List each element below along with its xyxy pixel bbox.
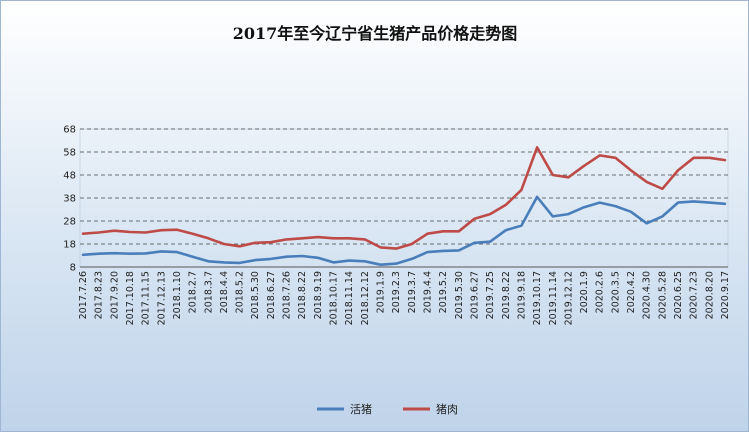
x-tick-label: 2017.9.20: [109, 271, 120, 319]
y-tick-label: 28: [63, 217, 76, 228]
x-tick-label: 2019.3.7: [407, 271, 418, 313]
x-tick-label: 2018.11.14: [344, 271, 355, 325]
x-tick-label: 2017.7.26: [78, 271, 89, 319]
x-tick-label: 2018.2.7: [188, 271, 199, 313]
x-axis-ticks: 2017.7.26 2017.8.23 2017.9.20 2017.10.18 201…: [78, 271, 731, 325]
x-tick-label: 2020.2.6: [595, 271, 606, 313]
series-lines: [81, 146, 727, 267]
x-tick-label: 2020.1.9: [579, 271, 590, 313]
x-tick-label: 2020.8.20: [704, 271, 715, 319]
x-tick-label: 2017.12.13: [156, 271, 167, 325]
x-tick-label: 2018.10.17: [329, 271, 340, 325]
x-tick-label: 2017.8.23: [94, 271, 105, 319]
x-tick-label: 2020.4.2: [626, 271, 637, 313]
x-tick-label: 2019.6.27: [469, 271, 480, 319]
y-tick-label: 58: [63, 148, 76, 159]
x-tick-label: 2018.1.10: [172, 271, 183, 319]
gridlines: [80, 128, 728, 245]
x-tick-label: 2018.5.30: [250, 271, 261, 319]
x-tick-label: 2020.4.30: [642, 271, 653, 319]
y-tick-label: 48: [63, 171, 76, 182]
x-tick-label: 2019.1.9: [376, 271, 387, 313]
legend: 活猪 猪肉: [317, 403, 458, 416]
x-tick-label: 2020.9.17: [720, 271, 731, 319]
x-tick-label: 2017.10.18: [125, 271, 136, 325]
x-tick-label: 2018.7.26: [282, 271, 293, 319]
x-tick-label: 2019.8.22: [501, 271, 512, 319]
chart-title: 2017年至今辽宁省生猪产品价格走势图: [233, 24, 518, 43]
y-tick-label: 38: [63, 194, 76, 205]
x-tick-label: 2019.12.12: [563, 271, 574, 325]
x-tick-label: 2020.5.28: [657, 271, 668, 319]
x-tick-label: 2018.5.2: [235, 271, 246, 313]
x-tick-label: 2020.3.5: [610, 271, 621, 313]
legend-item-live-pig: 活猪: [317, 403, 372, 416]
x-tick-label: 2018.8.22: [297, 271, 308, 319]
x-tick-label: 2019.10.17: [532, 271, 543, 325]
x-tick-label: 2020.7.23: [689, 271, 700, 319]
series-line-pork: [81, 146, 727, 250]
x-tick-label: 2019.4.4: [422, 271, 433, 313]
y-axis-ticks: 8 18 28 38 48 58 68: [63, 125, 76, 274]
x-tick-label: 2018.3.7: [203, 271, 214, 313]
x-tick-label: 2019.7.25: [485, 271, 496, 319]
y-tick-label: 68: [63, 125, 76, 136]
x-tick-label: 2017.11.15: [141, 271, 152, 325]
x-tick-label: 2019.5.30: [454, 271, 465, 319]
legend-label-pork: 猪肉: [436, 403, 458, 416]
x-tick-label: 2018.12.12: [360, 271, 371, 325]
x-tick-label: 2018.4.4: [219, 271, 230, 313]
legend-label-live-pig: 活猪: [350, 403, 372, 416]
series-line-live-pig: [81, 195, 727, 267]
y-tick-label: 18: [63, 240, 76, 251]
x-tick-label: 2019.2.3: [391, 271, 402, 313]
x-tick-label: 2020.6.25: [673, 271, 684, 319]
x-tick-label: 2018.9.19: [313, 271, 324, 319]
x-tick-label: 2018.6.27: [266, 271, 277, 319]
y-tick-label: 8: [70, 263, 76, 274]
legend-item-pork: 猪肉: [403, 403, 458, 416]
x-tick-label: 2019.9.18: [516, 271, 527, 319]
x-tick-label: 2019.5.2: [438, 271, 449, 313]
x-tick-label: 2019.11.14: [548, 271, 559, 325]
